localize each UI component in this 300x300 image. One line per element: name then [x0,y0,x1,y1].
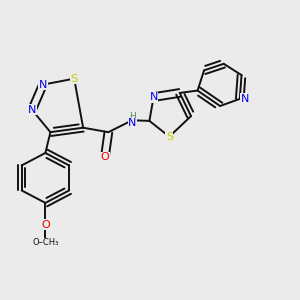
Text: S: S [166,132,173,142]
Text: O: O [100,152,109,162]
Text: S: S [70,74,78,84]
Text: N: N [28,105,36,115]
Text: O: O [41,220,50,230]
Text: H: H [129,112,136,121]
Text: N: N [149,92,158,102]
Text: N: N [128,118,136,128]
Text: N: N [241,94,249,104]
Text: O–CH₃: O–CH₃ [32,238,58,247]
Text: N: N [39,80,47,90]
